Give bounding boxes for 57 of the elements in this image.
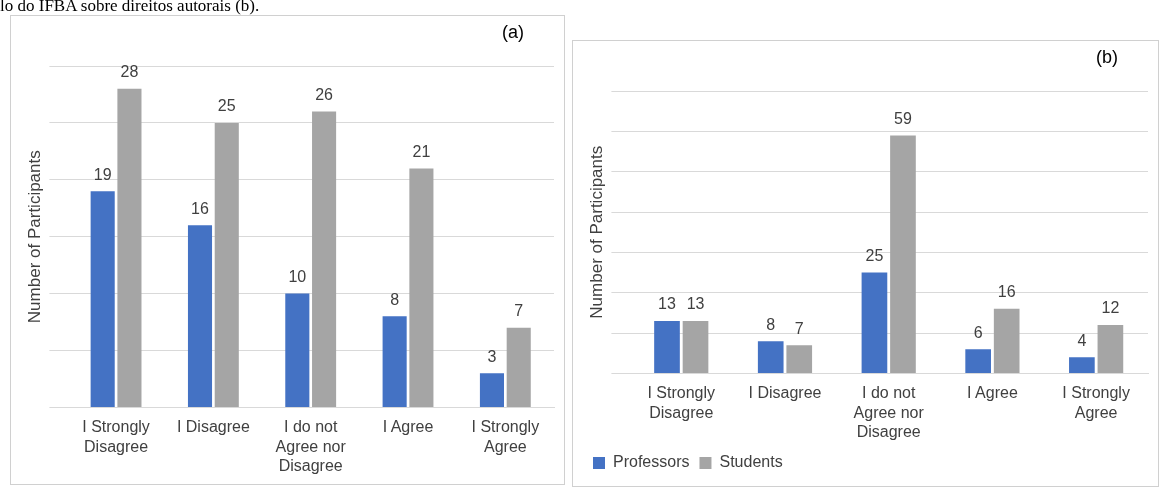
bar: [409, 168, 434, 407]
bar: [312, 111, 337, 407]
x-tick-label: I Agree: [967, 384, 1018, 402]
bar: [682, 320, 709, 373]
bar: [1069, 357, 1095, 373]
bar: [654, 320, 680, 373]
data-label: 16: [191, 199, 209, 217]
x-tick-label: I Disagree: [176, 418, 250, 436]
data-label: 7: [514, 302, 524, 320]
data-label: 7: [794, 319, 804, 337]
data-label: 10: [288, 268, 307, 286]
bar: [757, 341, 784, 373]
data-label: 12: [1101, 299, 1120, 317]
data-label: 25: [865, 246, 884, 264]
data-label: 26: [315, 85, 334, 103]
data-label: 19: [93, 165, 112, 183]
bar: [187, 225, 213, 407]
bar: [214, 122, 239, 407]
x-tick-label: I do not Agree nor Disagree: [853, 384, 925, 440]
text: (b): [1096, 46, 1118, 67]
data-label: 28: [120, 63, 139, 81]
data-label: 16: [997, 283, 1016, 301]
bar: [786, 345, 813, 373]
data-label: 25: [217, 97, 236, 115]
x-tick-label: I Strongly Agree: [471, 418, 540, 455]
bar: [861, 272, 888, 373]
bar: [890, 135, 916, 373]
bar: [117, 88, 142, 407]
bar: [285, 293, 310, 407]
bar: [90, 191, 115, 407]
bar: [382, 316, 407, 407]
bar: [965, 349, 991, 373]
data-label: 3: [487, 347, 497, 365]
x-tick-label: I Strongly Disagree: [647, 384, 716, 421]
legend-label: Professors: [613, 453, 690, 471]
bar: [479, 373, 504, 407]
x-tick-label: I Disagree: [748, 384, 822, 402]
data-label: 59: [894, 109, 912, 127]
bar: [1097, 324, 1124, 373]
y-axis-title: Number of Participants: [586, 145, 606, 319]
data-label: 13: [686, 295, 705, 313]
x-tick-label: I do not Agree nor Disagree: [275, 418, 347, 474]
bar: [993, 308, 1020, 373]
data-label: 4: [1077, 331, 1087, 349]
x-tick-label: I Strongly Disagree: [82, 418, 150, 455]
x-tick-label: I Strongly Agree: [1062, 384, 1130, 421]
bar: [506, 327, 531, 407]
data-label: 8: [766, 315, 776, 333]
y-axis-title: Number of Participants: [24, 150, 44, 324]
data-label: 8: [390, 290, 400, 308]
text: (a): [502, 21, 524, 42]
legend-label: Students: [719, 453, 783, 471]
x-tick-label: I Agree: [382, 418, 434, 436]
chart-title: lo do IFBA sobre direitos autorais (b).: [0, 0, 260, 16]
data-label: 13: [658, 295, 676, 313]
data-label: 21: [412, 142, 431, 160]
data-label: 6: [973, 323, 983, 341]
